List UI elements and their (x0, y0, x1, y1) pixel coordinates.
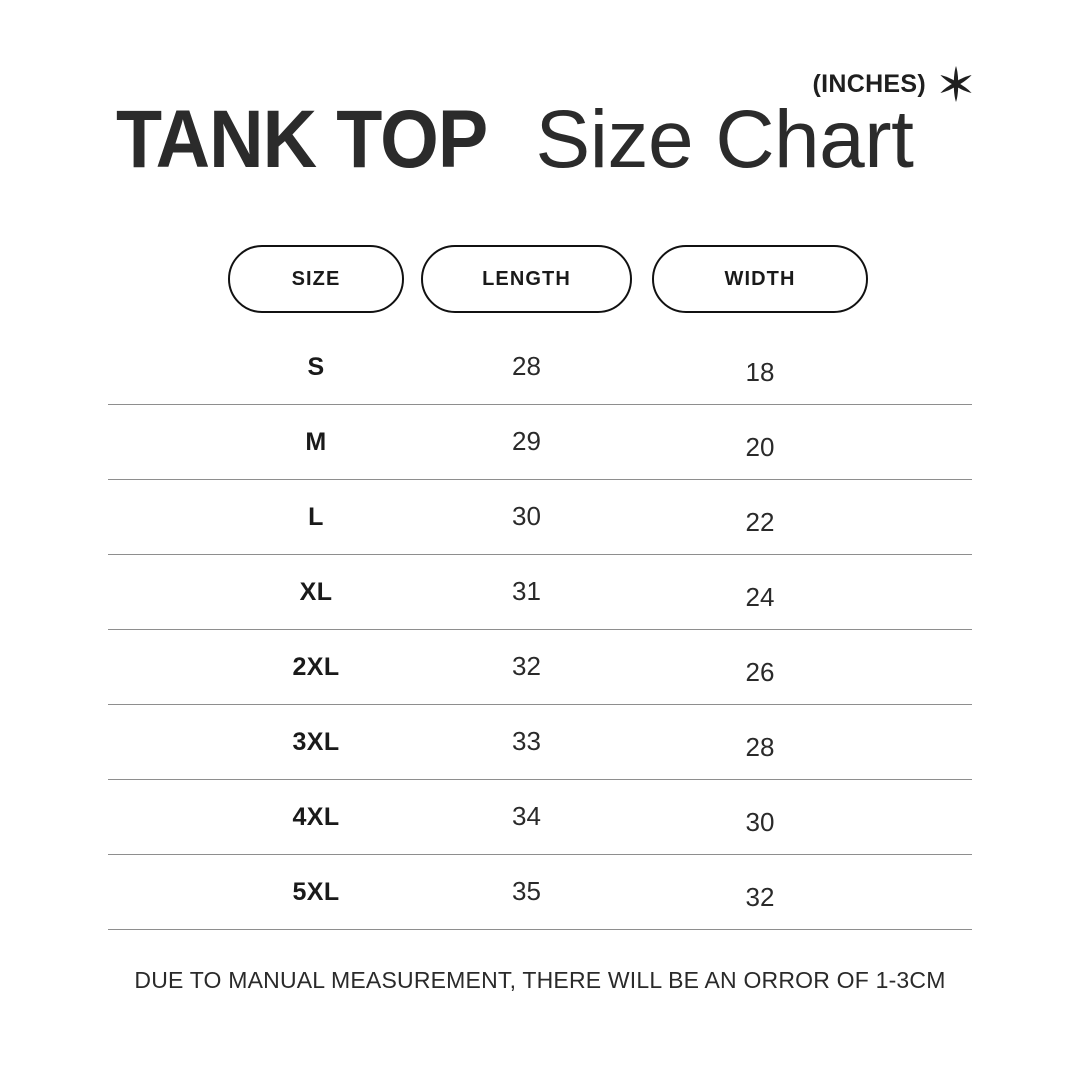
measurement-disclaimer: DUE TO MANUAL MEASUREMENT, THERE WILL BE… (134, 967, 946, 993)
column-header-length: LENGTH (421, 245, 632, 313)
cell-width-value: 32 (745, 881, 775, 912)
cell-width-value: 28 (745, 731, 775, 762)
table-row: XL 31 24 (0, 555, 1080, 630)
units-badge: (INCHES) (812, 64, 976, 104)
cell-width: 28 (652, 705, 868, 780)
units-label: (INCHES) (812, 69, 926, 98)
cell-length-value: 31 (512, 575, 541, 606)
cell-width: 26 (652, 630, 868, 705)
cell-length-value: 35 (512, 875, 541, 906)
cell-width: 24 (652, 555, 868, 630)
column-header-width-label: WIDTH (724, 267, 796, 290)
table-row: 2XL 32 26 (0, 630, 1080, 705)
column-header-length-label: LENGTH (482, 267, 571, 290)
cell-length: 35 (421, 855, 632, 930)
column-header-width: WIDTH (652, 245, 868, 313)
cell-size: 5XL (228, 855, 404, 930)
row-divider (108, 553, 972, 555)
cell-size-value: 3XL (292, 728, 340, 756)
size-table: S 28 18 M 29 20 L (0, 330, 1080, 930)
cell-width-value: 18 (745, 356, 775, 387)
cell-width: 30 (652, 780, 868, 855)
column-header-size: SIZE (228, 245, 404, 313)
row-divider (108, 778, 972, 780)
cell-length: 31 (421, 555, 632, 630)
cell-size: 2XL (228, 630, 404, 705)
cell-size: 4XL (228, 780, 404, 855)
cell-size-value: L (308, 503, 324, 531)
cell-length-value: 28 (512, 350, 541, 381)
cell-size: L (228, 480, 404, 555)
cell-size-value: XL (299, 578, 333, 606)
page-title: TANK TOP Size Chart (116, 94, 914, 185)
row-divider (108, 853, 972, 855)
column-header-size-label: SIZE (291, 267, 341, 290)
cell-size-value: M (305, 428, 327, 456)
cell-width: 18 (652, 330, 868, 405)
table-row: 5XL 35 32 (0, 855, 1080, 930)
cell-width-value: 30 (745, 806, 775, 837)
cell-width: 22 (652, 480, 868, 555)
cell-length: 30 (421, 480, 632, 555)
row-divider (108, 928, 972, 930)
row-divider (108, 403, 972, 405)
cell-size: XL (228, 555, 404, 630)
cell-length: 29 (421, 405, 632, 480)
table-row: S 28 18 (0, 330, 1080, 405)
cell-width: 32 (652, 855, 868, 930)
cell-width-value: 24 (745, 581, 775, 612)
title-garment: TANK TOP (116, 94, 488, 185)
cell-width-value: 20 (745, 431, 775, 462)
cell-width: 20 (652, 405, 868, 480)
cell-length-value: 29 (512, 425, 541, 456)
cell-length-value: 30 (512, 500, 541, 531)
cell-length-value: 32 (512, 650, 541, 681)
cell-size: M (228, 405, 404, 480)
cell-size: S (228, 330, 404, 405)
cell-width-value: 22 (745, 506, 775, 537)
row-divider (108, 703, 972, 705)
cell-size-value: 5XL (292, 878, 340, 906)
table-header-row: SIZE LENGTH WIDTH (0, 245, 1080, 313)
cell-size-value: S (307, 353, 325, 381)
row-divider (108, 478, 972, 480)
cell-width-value: 26 (745, 656, 775, 687)
table-row: L 30 22 (0, 480, 1080, 555)
cell-length: 28 (421, 330, 632, 405)
cell-length: 32 (421, 630, 632, 705)
table-row: 4XL 34 30 (0, 780, 1080, 855)
cell-length: 33 (421, 705, 632, 780)
table-row: M 29 20 (0, 405, 1080, 480)
cell-length-value: 33 (512, 725, 541, 756)
cell-size: 3XL (228, 705, 404, 780)
cell-size-value: 4XL (292, 803, 340, 831)
asterisk-icon (936, 64, 976, 104)
cell-size-value: 2XL (292, 653, 340, 681)
cell-length-value: 34 (512, 800, 541, 831)
title-suffix: Size Chart (535, 94, 914, 185)
cell-length: 34 (421, 780, 632, 855)
table-row: 3XL 33 28 (0, 705, 1080, 780)
row-divider (108, 628, 972, 630)
